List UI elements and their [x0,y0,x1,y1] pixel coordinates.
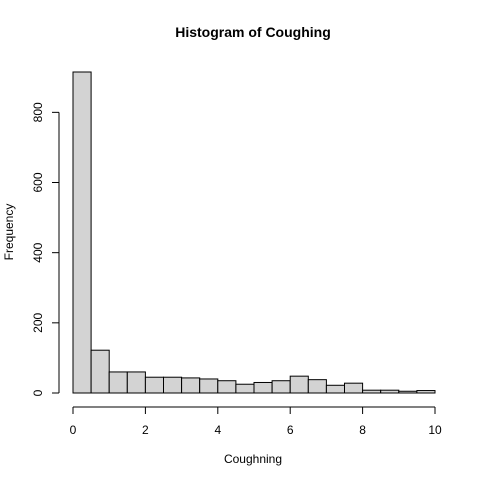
histogram-bar [144,376,164,394]
histogram-bar [108,371,128,394]
y-axis-label: Frequency [2,204,16,261]
x-tick-label: 2 [142,423,149,437]
histogram-bar [398,390,418,394]
histogram-bar [126,371,146,394]
histogram-bar [72,71,92,394]
x-tick-label: 10 [428,423,442,437]
y-tick-label: 200 [31,313,45,333]
histogram-bar [307,379,327,394]
histogram-bar [289,375,309,394]
y-tick-label: 800 [31,102,45,122]
x-axis-label: Coughning [224,452,282,466]
x-tick-label: 4 [214,423,221,437]
x-tick-label: 6 [287,423,294,437]
histogram-bar [344,382,364,394]
x-axis: 0 2 4 6 8 10 [70,406,442,437]
y-tick-label: 600 [31,172,45,192]
bars-group [72,71,436,394]
y-tick-label: 0 [31,389,45,396]
x-tick-label: 0 [70,423,77,437]
histogram-bar [325,384,345,394]
x-tick-label: 8 [359,423,366,437]
chart-title: Histogram of Coughing [175,24,331,40]
histogram-bar [90,349,110,394]
histogram-bar [380,389,400,394]
histogram-bar [163,376,183,394]
y-axis: 0 200 400 600 800 [31,102,60,396]
histogram-bar [416,390,436,394]
histogram-bar [271,380,291,394]
histogram-bar [235,383,255,394]
histogram-bar [253,381,273,394]
histogram-bar [362,389,382,394]
histogram-bar [181,377,201,394]
y-tick-label: 400 [31,242,45,262]
histogram-bar [199,378,219,394]
histogram-bar [217,380,237,394]
